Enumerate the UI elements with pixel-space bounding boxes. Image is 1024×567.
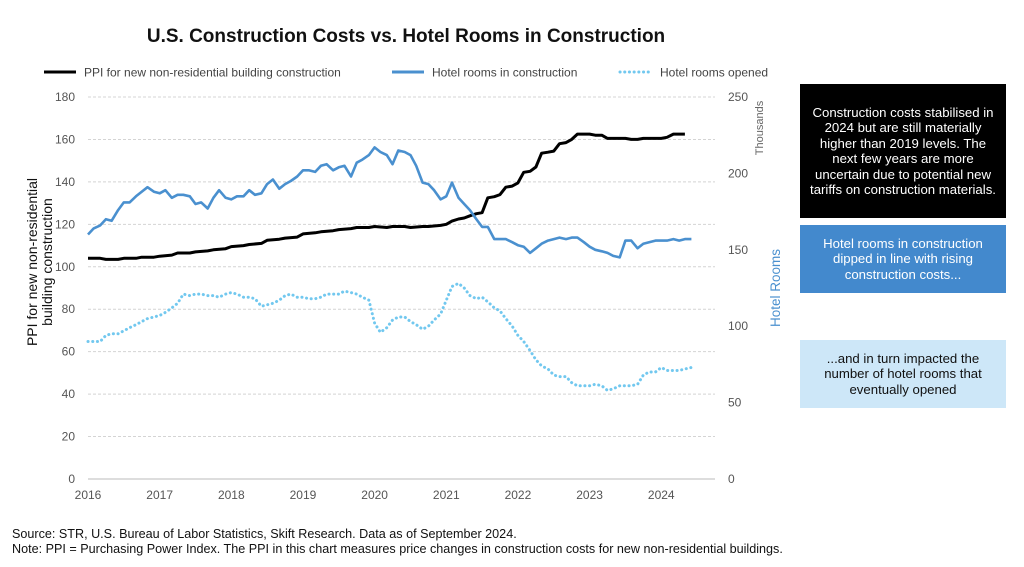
definition-note: Note: PPI = Purchasing Power Index. The … — [12, 542, 783, 556]
series-lines — [86, 132, 693, 392]
y-axis-label-left: PPI for new non-residentialbuilding cons… — [24, 178, 55, 346]
y-left-tick-label: 0 — [68, 472, 75, 486]
y-right-tick-label: 150 — [728, 243, 748, 257]
legend-label: Hotel rooms in construction — [432, 66, 577, 80]
y-right-tick-label: 200 — [728, 166, 748, 180]
y-right-tick-label: 0 — [728, 472, 735, 486]
source-note: Source: STR, U.S. Bureau of Labor Statis… — [12, 527, 517, 541]
series-line-opened — [86, 281, 693, 392]
annotation-text: Hotel rooms in construction dipped in li… — [823, 235, 983, 282]
y-left-tick-label: 120 — [55, 217, 75, 231]
y-left-tick-label: 60 — [62, 345, 76, 359]
annotation-box-opened: ...and in turn impacted the number of ho… — [800, 340, 1006, 408]
y-left-tick-label: 180 — [55, 90, 75, 104]
y-left-tick-label: 80 — [62, 302, 76, 316]
y-left-tick-label: 100 — [55, 260, 75, 274]
legend: PPI for new non-residential building con… — [44, 66, 768, 80]
x-tick-label: 2021 — [433, 488, 460, 502]
x-tick-label: 2017 — [146, 488, 173, 502]
y-axis-units-label: Thousands — [754, 100, 766, 155]
y-right-tick-label: 50 — [728, 396, 742, 410]
line-chart: 0 20 40 60 80 100 120 140 160 180 0 50 100 150 200 250 2… — [24, 66, 783, 503]
legend-label: PPI for new non-residential building con… — [84, 66, 341, 80]
axes: 0 20 40 60 80 100 120 140 160 180 0 50 100 150 200 250 2… — [55, 90, 748, 502]
y-left-tick-label: 20 — [62, 430, 76, 444]
footer: Source: STR, U.S. Bureau of Labor Statis… — [12, 527, 783, 557]
x-tick-label: 2018 — [218, 488, 245, 502]
annotation-text: ...and in turn impacted the number of ho… — [824, 350, 982, 397]
annotation-box-costs: Construction costs stabilised in 2024 bu… — [800, 84, 1006, 218]
series-line-construction — [87, 146, 692, 259]
y-left-tick-label: 40 — [62, 387, 76, 401]
series-line-ppi — [88, 132, 685, 261]
y-right-tick-label: 250 — [728, 90, 748, 104]
x-tick-label: 2020 — [361, 488, 388, 502]
chart-title: U.S. Construction Costs vs. Hotel Rooms … — [146, 26, 666, 47]
y-left-tick-label: 160 — [55, 132, 75, 146]
x-tick-label: 2023 — [576, 488, 603, 502]
x-tick-label: 2024 — [648, 488, 675, 502]
x-tick-label: 2016 — [75, 488, 102, 502]
legend-label: Hotel rooms opened — [660, 66, 768, 80]
y-axis-label-right: Hotel Rooms — [768, 249, 783, 327]
annotation-box-construction: Hotel rooms in construction dipped in li… — [800, 225, 1006, 293]
annotation-text: Construction costs stabilised in 2024 bu… — [810, 104, 996, 198]
y-left-tick-label: 140 — [55, 175, 75, 189]
x-tick-label: 2019 — [290, 488, 317, 502]
x-tick-label: 2022 — [505, 488, 532, 502]
y-right-tick-label: 100 — [728, 319, 748, 333]
